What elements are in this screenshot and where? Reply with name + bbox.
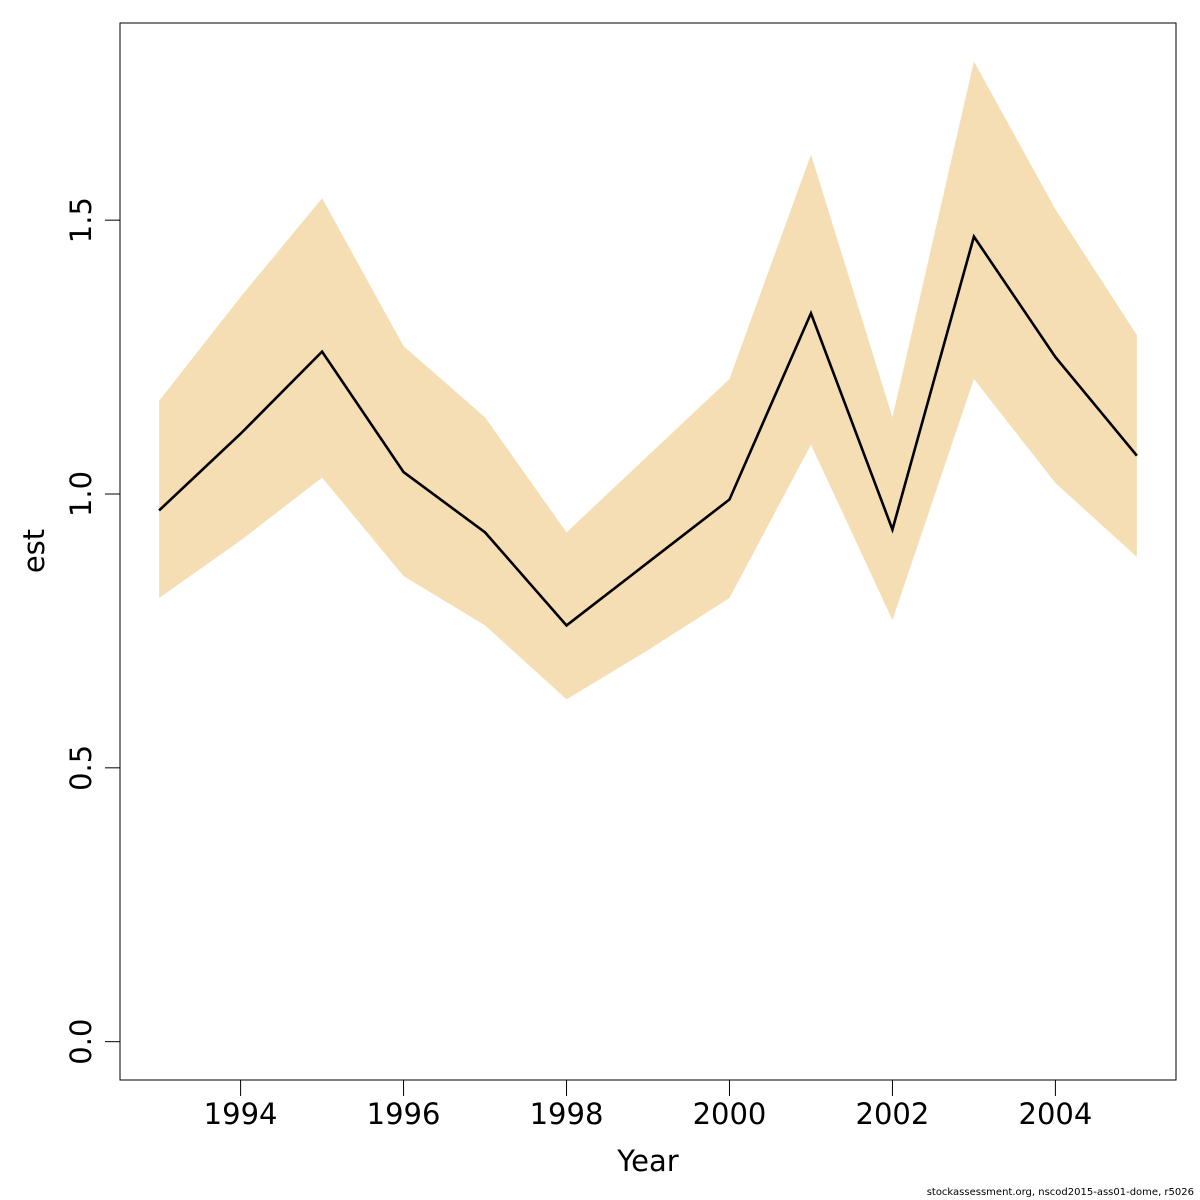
estimate-line: [158, 233, 1138, 628]
x-tick-label: 1998: [530, 1097, 604, 1131]
x-tick-label: 2002: [856, 1097, 930, 1131]
x-tick-label: 2000: [693, 1097, 767, 1131]
y-axis: 0.0 0.5 1.0 1.5: [64, 197, 120, 1065]
estimate-series: [158, 233, 1138, 628]
y-axis-title: est: [17, 529, 51, 573]
x-tick-label: 2004: [1019, 1097, 1093, 1131]
x-axis: 1994 1996 1998 2000 2002 2004: [204, 1080, 1093, 1131]
confidence-band: [159, 61, 1137, 700]
y-tick-label: 1.5: [64, 197, 98, 243]
x-axis-title: Year: [616, 1144, 678, 1178]
y-tick-label: 0.0: [64, 1019, 98, 1065]
x-tick-label: 1996: [367, 1097, 441, 1131]
confidence-band-area: [159, 61, 1137, 700]
y-tick-label: 1.0: [64, 471, 98, 517]
y-tick-label: 0.5: [64, 745, 98, 791]
plot-frame: [119, 22, 1177, 1081]
x-tick-label: 1994: [204, 1097, 278, 1131]
footer-credit: stockassessment.org, nscod2015-ass01-dom…: [926, 1187, 1194, 1198]
